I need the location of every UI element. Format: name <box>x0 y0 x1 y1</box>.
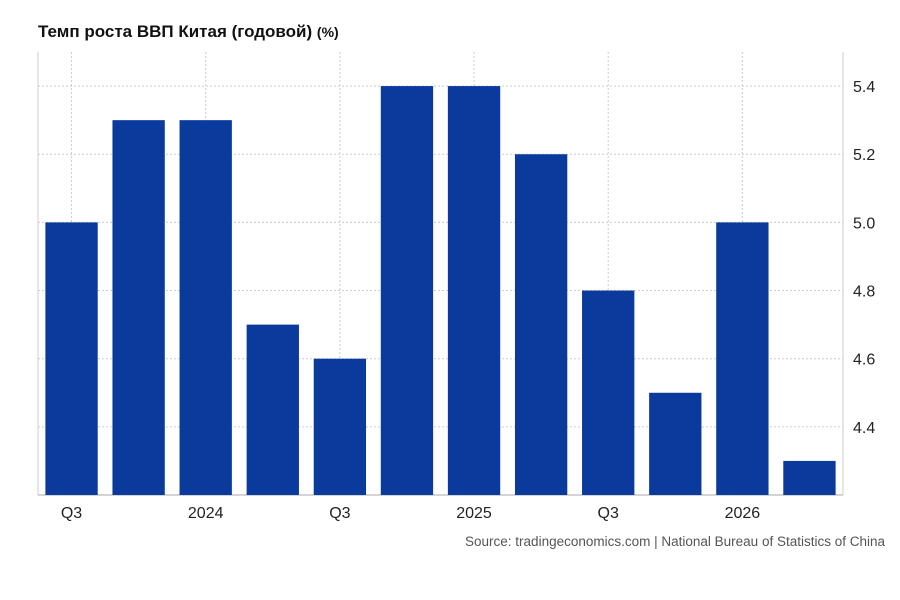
bar <box>582 290 635 495</box>
y-tick-label: 4.8 <box>853 284 875 301</box>
x-tick-label: Q3 <box>61 505 82 522</box>
chart-title: Темп роста ВВП Китая (годовой) (%) <box>38 22 339 42</box>
bar <box>179 120 232 496</box>
bar <box>313 358 367 495</box>
bar <box>45 222 98 495</box>
y-tick-label: 5.4 <box>853 79 875 96</box>
bar <box>246 324 299 495</box>
bar <box>514 154 568 495</box>
y-tick-label: 4.6 <box>853 352 875 369</box>
bar <box>112 120 165 496</box>
x-tick-label: Q3 <box>329 505 350 522</box>
y-tick-label: 5.0 <box>853 215 875 232</box>
x-tick-label: Q3 <box>598 505 619 522</box>
y-tick-label: 4.4 <box>853 420 875 437</box>
x-tick-label: 2024 <box>188 505 224 522</box>
y-tick-label: 5.2 <box>853 147 875 164</box>
x-tick-label: 2025 <box>456 505 492 522</box>
bar <box>447 86 501 496</box>
bar <box>380 86 434 496</box>
chart-title-text: Темп роста ВВП Китая (годовой) <box>38 22 313 41</box>
bar <box>649 392 702 495</box>
bar <box>716 222 769 495</box>
x-tick-label: 2026 <box>725 505 761 522</box>
chart-title-unit: (%) <box>316 24 339 40</box>
source-note: Source: tradingeconomics.com | National … <box>465 534 885 549</box>
bar <box>783 460 836 495</box>
